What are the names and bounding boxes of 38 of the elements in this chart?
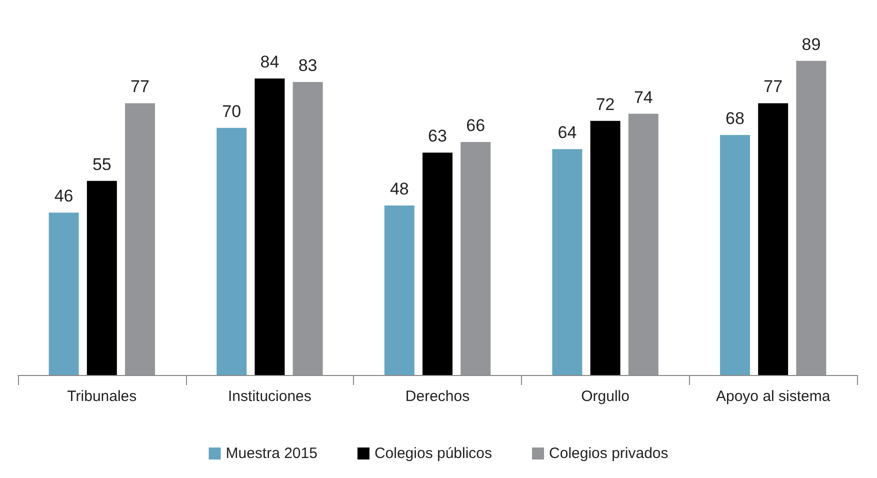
data-label: 64: [558, 123, 577, 142]
data-label: 89: [802, 34, 821, 54]
data-label: 63: [428, 126, 447, 146]
x-tick-label: Instituciones: [228, 388, 312, 405]
bar: [292, 82, 323, 375]
data-label: 77: [764, 77, 783, 96]
bar: [48, 212, 79, 375]
data-label: 70: [222, 102, 242, 121]
bar: [628, 114, 658, 375]
bar: [86, 180, 117, 375]
data-label: 68: [726, 108, 744, 128]
legend-label: Colegios privados: [549, 445, 668, 462]
x-tick-label: Tribunales: [67, 388, 137, 405]
data-label: 55: [92, 154, 112, 174]
bar: [254, 78, 285, 375]
bar: [590, 120, 620, 375]
bar: [460, 142, 491, 375]
x-tick-label: Apoyo al sistema: [716, 388, 831, 405]
bar: [125, 103, 155, 375]
data-label: 72: [596, 94, 615, 114]
x-tick-label: Derechos: [405, 388, 470, 405]
data-label: 66: [466, 116, 486, 136]
bar: [552, 149, 582, 375]
legend-label: Muestra 2015: [226, 445, 318, 462]
x-tick-label: Orgullo: [581, 388, 630, 405]
data-label: 83: [298, 56, 318, 76]
legend-label: Colegios públicos: [374, 445, 492, 462]
data-label: 77: [130, 77, 150, 96]
bar: [216, 128, 247, 375]
data-label: 84: [260, 52, 280, 72]
bar: [720, 134, 750, 375]
bar: [758, 103, 788, 375]
data-label: 48: [390, 180, 409, 199]
data-label: 46: [54, 186, 74, 206]
data-label: 74: [634, 88, 653, 107]
bar: [796, 60, 826, 375]
bar: [422, 152, 452, 375]
bar: [384, 206, 414, 375]
